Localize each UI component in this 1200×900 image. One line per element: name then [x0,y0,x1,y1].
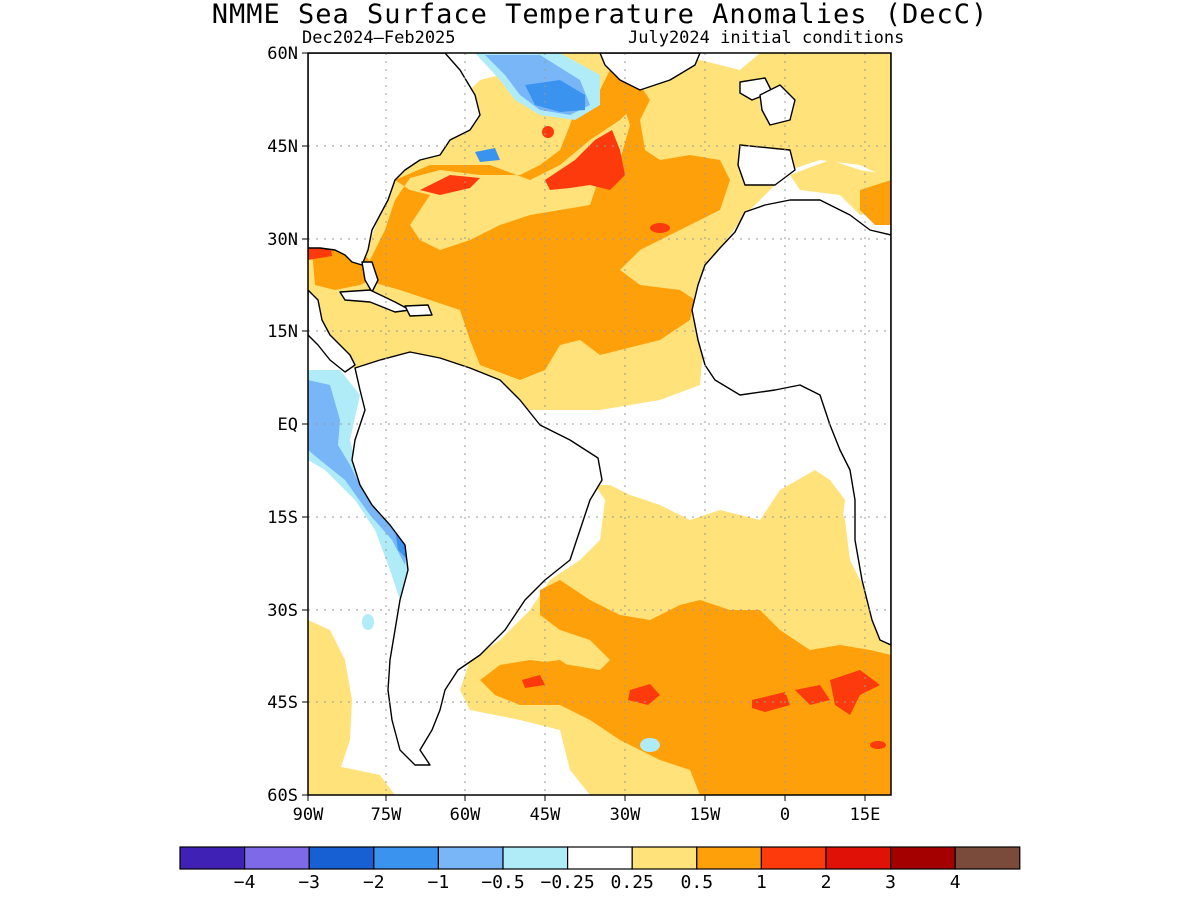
anomaly-spot-south-strong-1 [628,684,660,705]
colorbar-label: −0.25 [541,872,595,893]
colorbar-label: −4 [234,872,256,893]
colorbar-swatch [631,846,698,870]
colorbar-swatch [889,846,956,870]
iberia-landmass [737,144,796,186]
anomaly-region-pacific-cold [308,380,408,565]
anomaly-spot-south-strong-6 [870,741,886,749]
initial-conditions-label: July2024 initial conditions [628,28,905,48]
colorbar-swatch [954,846,1021,870]
colorbar-swatch [825,846,892,870]
lon-label: 45W [530,805,561,825]
lat-label: 30S [267,601,298,621]
lon-label: 30W [610,805,641,825]
coastlines [308,53,891,766]
colorbar-label: 4 [950,872,961,893]
colorbar-swatch [308,846,375,870]
colorbar-label: 3 [885,872,896,893]
lat-label: 45N [267,137,298,157]
lat-label: 15N [267,322,298,342]
colorbar-swatch [437,846,504,870]
anomaly-region-north-atlantic-moderate [365,70,730,380]
north-america-landmass [308,53,481,266]
anomaly-region-sw-atlantic-moderate [500,660,600,705]
colorbar: −4 −3 −2 −1 −0.5 −0.25 0.25 0.5 1 2 3 4 [179,846,1021,893]
anomaly-region-gulf-stream-strong [420,175,480,195]
colorbar-label: 1 [756,872,767,893]
colorbar-label: −0.5 [481,872,524,893]
colorbar-swatch [179,846,246,870]
axis-ticks [302,52,866,801]
colorbar-swatch [696,846,762,870]
anomaly-spot-south-strong-5 [522,675,545,688]
lat-label: 30N [267,230,298,250]
grid-lines [308,53,891,795]
anomaly-region-angola-warm [800,480,845,545]
lon-label: 60W [450,805,481,825]
anomaly-spot-south-strong-4 [830,670,880,715]
south-america-landmass [351,351,603,766]
anomaly-region-labrador-cold-strong [525,80,585,112]
europe-africa-landmass [691,53,891,646]
florida-landmass [361,261,379,293]
anomaly-spot-pacific-cold [362,614,374,630]
colorbar-label: −1 [428,872,450,893]
lon-label: 15W [690,805,721,825]
colorbar-label: −2 [363,872,385,893]
anomaly-region-north-atlantic-strong [545,130,625,190]
anomaly-region-south-atlantic-moderate [480,580,891,795]
lon-label: 75W [371,805,402,825]
anomaly-spot-south-cold [640,738,660,752]
lat-label: 60S [267,786,298,806]
lon-label: 15E [850,805,881,825]
lon-label: 90W [293,805,324,825]
anomaly-spot-strong-2 [650,223,670,233]
lon-label: 0 [780,805,790,825]
hispaniola-landmass [404,304,433,317]
anomaly-field [308,53,891,795]
anomaly-spot-cold [475,148,500,162]
anomaly-region-mediterranean-moderate [860,180,891,225]
anomaly-spot-south-strong-3 [795,685,830,705]
colorbar-swatch [244,846,310,870]
colorbar-label: −3 [298,872,320,893]
map-title: NMME Sea Surface Temperature Anomalies (… [211,0,989,30]
colorbar-swatch [760,846,827,870]
forecast-period: Dec2024–Feb2025 [302,28,456,48]
colorbar-label: 0.5 [681,872,714,893]
lat-label: 45S [267,693,298,713]
colorbar-swatch [373,846,439,870]
lat-label: 15S [267,508,298,528]
anomaly-spot-south-strong-2 [752,692,790,712]
colorbar-swatch [502,846,569,870]
anomaly-region-drake-warm [308,760,395,795]
lat-label: EQ [278,415,298,435]
anomaly-region-se-pacific-warm [308,620,352,795]
central-america-landmass [308,289,356,373]
british-isles-landmass [759,84,796,126]
colorbar-label: 2 [821,872,832,893]
cuba-landmass [339,289,411,313]
colorbar-label: 0.25 [611,872,654,893]
anomaly-spot-strong [542,126,554,138]
lat-label: 60N [267,44,298,64]
colorbar-swatch [566,846,633,870]
